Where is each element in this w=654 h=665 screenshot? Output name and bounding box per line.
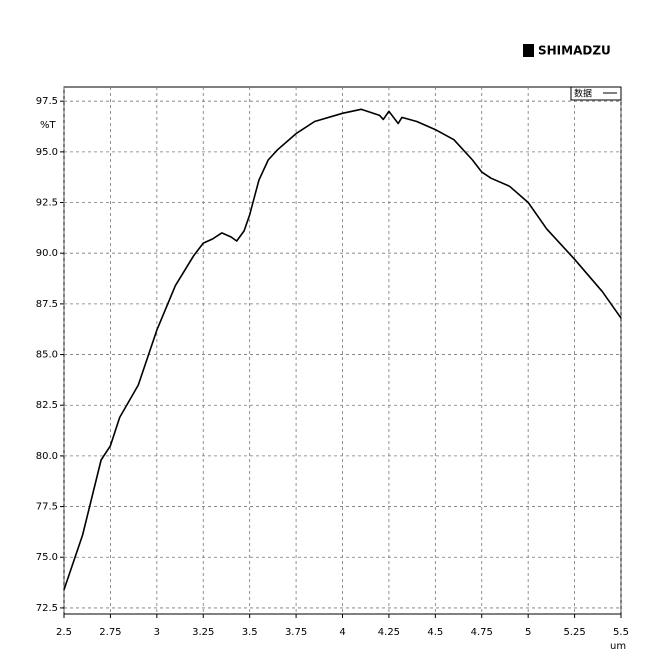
brand: SHIMADZU	[538, 44, 611, 58]
x-tick-label: 4.75	[471, 627, 493, 638]
x-tick-label: 4	[339, 627, 345, 638]
x-tick-label: 3	[154, 627, 160, 638]
y-tick-label: 77.5	[36, 502, 58, 513]
x-tick-label: 3.75	[285, 627, 307, 638]
y-tick-label: 90.0	[36, 248, 58, 259]
legend-label: 数据	[574, 88, 592, 100]
y-tick-label: 87.5	[36, 299, 58, 310]
x-tick-label: 5.5	[613, 627, 629, 638]
x-tick-label: 2.75	[99, 627, 121, 638]
y-tick-label: 80.0	[36, 451, 58, 462]
x-tick-label: 3.25	[192, 627, 214, 638]
x-tick-label: 4.25	[378, 627, 400, 638]
y-tick-label: 95.0	[36, 147, 58, 158]
y-tick-label: 72.5	[36, 603, 58, 614]
data-line	[63, 108, 622, 590]
x-tick-label: 3.5	[242, 627, 258, 638]
legend-box	[570, 86, 622, 101]
logo-icon	[523, 44, 534, 57]
x-tick-label: 4.5	[427, 627, 443, 638]
y-axis-label: %T	[40, 120, 57, 131]
x-axis-label: um	[610, 641, 626, 652]
x-tick-label: 2.5	[56, 627, 72, 638]
y-tick-label: 85.0	[36, 350, 58, 361]
y-tick-label: 82.5	[36, 400, 58, 411]
y-tick-label: 97.5	[36, 96, 58, 107]
x-tick-label: 5.25	[563, 627, 585, 638]
y-tick-label: 92.5	[36, 198, 58, 209]
x-tick-label: 5	[525, 627, 531, 638]
y-tick-label: 75.0	[36, 552, 58, 563]
